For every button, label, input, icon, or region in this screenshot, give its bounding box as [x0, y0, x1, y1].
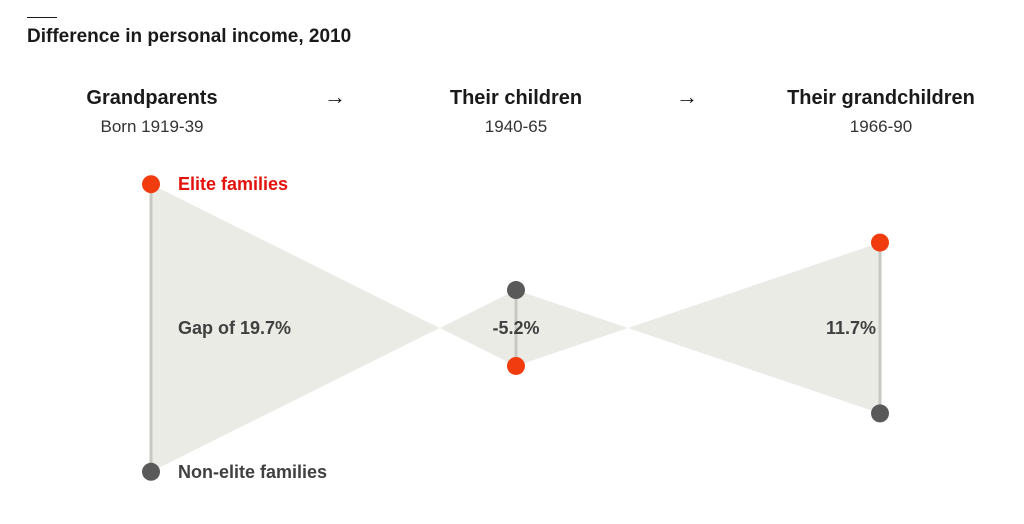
elite-dot	[871, 233, 889, 252]
column-subheading: 1940-65	[484, 117, 548, 136]
column-header-grandparents: Grandparents Born 1919-39	[32, 86, 272, 138]
elite-dot	[142, 175, 160, 194]
elite-dot	[507, 356, 525, 375]
non-elite-dot	[871, 404, 889, 423]
column-header-children: Their children 1940-65	[396, 86, 636, 138]
non-elite-dot	[142, 462, 160, 481]
chart-title: Difference in personal income, 2010	[27, 26, 352, 47]
gap-area-children	[439, 290, 628, 366]
arrow-right-icon: →	[676, 84, 698, 109]
gap-label-grandchildren: 11.7%	[826, 318, 876, 338]
column-subheading: 1966-90	[849, 117, 913, 136]
column-heading: Grandparents	[86, 87, 218, 109]
gap-area-grandparents	[151, 184, 440, 472]
column-subheading: Born 1919-39	[100, 117, 204, 136]
column-header-grandchildren: Their grandchildren 1966-90	[761, 86, 1001, 138]
column-heading: Their children	[449, 87, 583, 109]
title-rule	[27, 17, 57, 18]
non-elite-dot	[507, 281, 525, 300]
gap-label-children: -5.2%	[492, 318, 539, 338]
gap-area-grandchildren	[628, 242, 880, 414]
gap-label-grandparents: Gap of 19.7%	[178, 318, 291, 338]
legend-label-non-elite: Non-elite families	[178, 462, 327, 482]
arrow-right-icon: →	[324, 84, 346, 109]
column-heading: Their grandchildren	[787, 87, 975, 109]
legend-label-elite: Elite families	[178, 174, 288, 194]
